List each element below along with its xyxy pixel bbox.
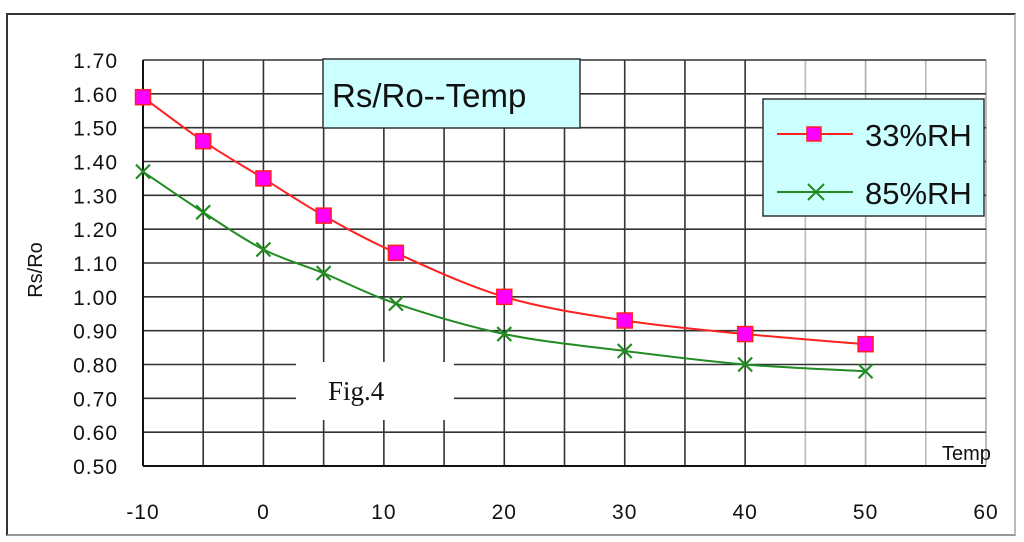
legend: 33%RH 85%RH	[762, 98, 985, 217]
y-axis-label: Rs/Ro	[25, 242, 47, 298]
data-point	[496, 326, 513, 342]
data-point	[616, 312, 633, 329]
figure-caption: Fig.4	[328, 376, 385, 406]
legend-item-33rh: 33%RH	[777, 118, 972, 153]
x-tick-label: 20	[492, 501, 517, 524]
legend-label: 85%RH	[865, 176, 972, 211]
y-tick-label: 1.40	[73, 152, 118, 175]
series-33rh	[134, 88, 874, 353]
y-tick-label: 1.50	[73, 118, 118, 141]
x-tick-label: 0	[257, 501, 270, 524]
y-tick-label: 0.50	[73, 456, 118, 479]
y-tick-label: 0.90	[73, 321, 118, 344]
chart-title-box: Rs/Ro--Temp	[322, 58, 581, 129]
data-point	[857, 363, 874, 380]
legend-label: 33%RH	[865, 118, 972, 153]
x-tick-label: 10	[371, 501, 396, 524]
x-axis-tick-labels: -10 0 10 20 30 40 50 60	[126, 501, 998, 524]
data-point	[255, 170, 272, 187]
data-series	[134, 88, 874, 380]
data-point	[315, 207, 332, 224]
data-point	[134, 88, 152, 106]
x-tick-label: 60	[973, 501, 998, 524]
y-tick-label: 1.60	[73, 84, 118, 107]
data-point	[195, 204, 211, 221]
y-tick-label: 1.20	[73, 219, 118, 242]
x-axis-label: Temp	[942, 443, 991, 465]
legend-item-85rh: 85%RH	[777, 176, 972, 211]
data-point	[387, 244, 405, 262]
data-point	[857, 335, 874, 353]
y-tick-label: 1.30	[73, 185, 118, 208]
figure-caption-box: Fig.4	[296, 362, 454, 420]
y-tick-label: 0.70	[73, 388, 118, 411]
chart-title: Rs/Ro--Temp	[332, 77, 526, 114]
data-point	[496, 288, 513, 306]
y-tick-label: 0.60	[73, 422, 118, 445]
x-tick-label: 40	[732, 501, 757, 524]
data-point	[737, 356, 753, 373]
x-marker-icon	[807, 183, 825, 201]
square-marker-icon	[806, 126, 822, 142]
data-point	[616, 343, 633, 359]
y-tick-label: 1.00	[73, 287, 118, 310]
data-point	[736, 325, 754, 343]
data-point	[315, 265, 332, 281]
x-tick-label: -10	[126, 501, 159, 524]
x-tick-label: 30	[612, 501, 637, 524]
data-point	[255, 241, 272, 258]
grid-lines	[142, 59, 987, 467]
y-axis-tick-labels: 1.70 1.60 1.50 1.40 1.30 1.20 1.10 1.00 0.90 0.80…	[73, 50, 118, 479]
data-point	[194, 132, 212, 150]
y-tick-label: 0.80	[73, 355, 118, 378]
data-point	[135, 163, 151, 180]
data-point	[388, 295, 404, 312]
x-tick-label: 50	[853, 501, 878, 524]
y-tick-label: 1.70	[73, 50, 118, 73]
y-tick-label: 1.10	[73, 253, 118, 276]
series-85rh	[135, 163, 874, 380]
